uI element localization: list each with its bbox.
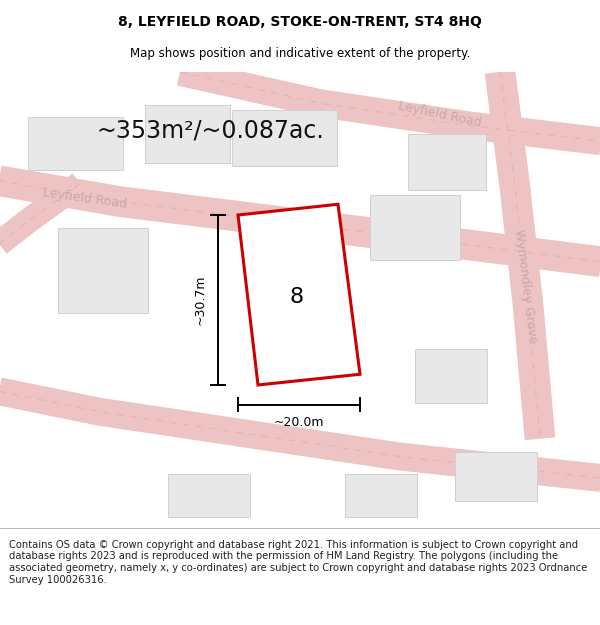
Text: ~30.7m: ~30.7m bbox=[193, 275, 206, 325]
Bar bbox=[145, 105, 230, 163]
Bar bbox=[345, 474, 417, 518]
Bar bbox=[408, 134, 486, 190]
Text: ~353m²/~0.087ac.: ~353m²/~0.087ac. bbox=[96, 118, 324, 142]
Bar bbox=[168, 474, 250, 518]
Bar bbox=[232, 111, 337, 166]
Text: Leyfield Road: Leyfield Road bbox=[42, 187, 128, 211]
Text: Leyfield Road: Leyfield Road bbox=[397, 99, 483, 130]
Bar bbox=[28, 117, 123, 170]
Bar bbox=[58, 228, 148, 313]
Text: ~20.0m: ~20.0m bbox=[274, 416, 324, 429]
Bar bbox=[455, 452, 537, 501]
Bar bbox=[370, 196, 460, 260]
Polygon shape bbox=[238, 204, 360, 385]
Text: 8, LEYFIELD ROAD, STOKE-ON-TRENT, ST4 8HQ: 8, LEYFIELD ROAD, STOKE-ON-TRENT, ST4 8H… bbox=[118, 14, 482, 29]
Text: Map shows position and indicative extent of the property.: Map shows position and indicative extent… bbox=[130, 48, 470, 61]
Text: 8: 8 bbox=[290, 288, 304, 308]
Text: Contains OS data © Crown copyright and database right 2021. This information is : Contains OS data © Crown copyright and d… bbox=[9, 540, 587, 584]
Bar bbox=[415, 349, 487, 403]
Text: Wymondley Grove: Wymondley Grove bbox=[512, 229, 538, 344]
